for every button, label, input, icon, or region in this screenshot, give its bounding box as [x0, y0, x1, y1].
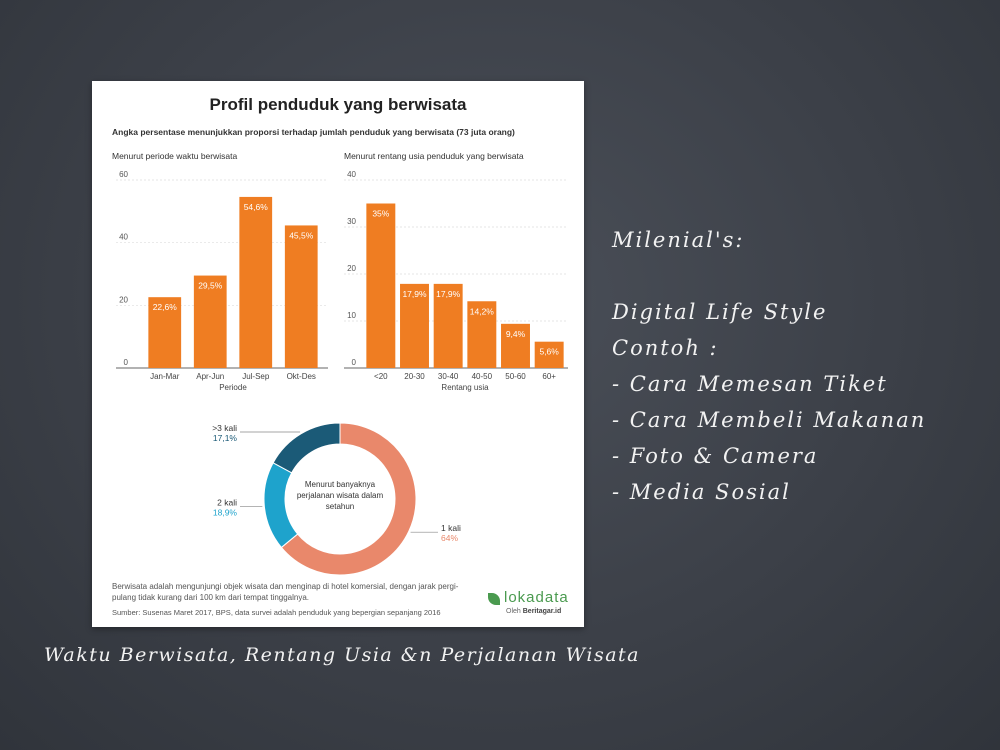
- infographic-subtitle: Angka persentase menunjukkan proporsi te…: [112, 127, 515, 137]
- age-chart-category-label: <20: [374, 372, 388, 381]
- age-chart-category-label: 60+: [542, 372, 556, 381]
- period-chart-category-label: Okt-Des: [287, 372, 316, 381]
- age-chart-bar: [534, 341, 564, 368]
- age-chart-bar: [366, 203, 396, 368]
- chart-age-title: Menurut rentang usia penduduk yang berwi…: [344, 151, 524, 161]
- logo-by-prefix: Oleh: [506, 608, 521, 615]
- note-line-5: - Cara Memesan Tiket: [612, 372, 888, 396]
- note-line-7: - Foto & Camera: [612, 444, 819, 468]
- period-chart-ytick-label: 20: [119, 295, 128, 304]
- period-chart-ytick-label: 60: [119, 170, 128, 179]
- age-chart-value-label: 5,6%: [539, 347, 559, 357]
- logo-name: lokadata: [504, 589, 569, 606]
- age-chart-value-label: 35%: [372, 209, 389, 219]
- note-line-8: - Media Sosial: [612, 480, 791, 504]
- period-chart-value-label: 54,6%: [244, 202, 269, 212]
- note-line-6: - Cara Membeli Makanan: [612, 408, 927, 432]
- donut-category-label: 1 kali: [441, 523, 461, 533]
- period-chart-ytick-label: 40: [119, 233, 128, 242]
- age-chart-category-label: 40-50: [472, 372, 493, 381]
- leaf-icon: [488, 593, 500, 605]
- age-chart-ytick-label: 10: [347, 311, 356, 320]
- age-chart-bar: [400, 283, 429, 368]
- age-chart-ytick-label: 30: [347, 217, 356, 226]
- age-chart-category-label: 20-30: [404, 372, 425, 381]
- donut-slice: [272, 422, 341, 474]
- chart-period-title: Menurut periode waktu berwisata: [112, 151, 238, 161]
- age-chart-ytick-label: 0: [352, 358, 357, 367]
- period-chart-ytick-label: 0: [124, 358, 129, 367]
- note-line-2: [612, 258, 926, 294]
- period-chart-value-label: 45,5%: [289, 230, 314, 240]
- donut-value-label: 17,1%: [213, 433, 238, 443]
- note-line-1: Milenial's:: [612, 228, 745, 252]
- donut-slice: [263, 462, 299, 549]
- donut-slice: [280, 422, 417, 576]
- age-chart-x-axis-label: Rentang usia: [441, 383, 489, 392]
- donut-category-label: >3 kali: [212, 423, 237, 433]
- slide-notes: Milenial's: Digital Life Style Contoh : …: [612, 222, 926, 510]
- age-chart-ytick-label: 40: [347, 170, 356, 179]
- age-chart-value-label: 9,4%: [506, 329, 526, 339]
- period-chart-x-axis-label: Periode: [219, 383, 247, 392]
- donut-value-label: 18,9%: [213, 508, 238, 518]
- period-chart-bar: [148, 297, 182, 368]
- note-line-4: Contoh :: [612, 336, 719, 360]
- period-chart-value-label: 22,6%: [153, 302, 178, 312]
- period-chart-category-label: Jul-Sep: [242, 372, 270, 381]
- age-chart-bar: [501, 323, 530, 368]
- source-note: Sumber: Susenas Maret 2017, BPS, data su…: [112, 608, 441, 617]
- age-chart-category-label: 30-40: [438, 372, 459, 381]
- period-chart-category-label: Jan-Mar: [150, 372, 180, 381]
- logo-byline: Oleh Beritagar.id: [506, 608, 561, 615]
- age-chart-category-label: 50-60: [505, 372, 526, 381]
- period-chart-bar: [239, 196, 273, 368]
- definition-note: Berwisata adalah mengunjungi objek wisat…: [112, 582, 459, 602]
- charts-canvas: 0 20 40 60 22,6% Jan-Mar 29,5% Apr-Jun 54,6% Jul-…: [116, 170, 568, 576]
- period-chart-bar: [193, 275, 227, 368]
- age-chart-bar: [433, 283, 463, 368]
- age-chart-bar: [467, 301, 497, 368]
- donut-category-label: 2 kali: [217, 498, 237, 508]
- age-chart-value-label: 14,2%: [470, 306, 495, 316]
- infographic-title: Profil penduduk yang berwisata: [209, 95, 467, 114]
- donut-center-title: Menurut banyaknya: [305, 480, 376, 489]
- period-chart-value-label: 29,5%: [198, 281, 223, 291]
- age-chart-value-label: 17,9%: [402, 289, 427, 299]
- donut-value-label: 64%: [441, 533, 458, 543]
- note-line-3: Digital Life Style: [612, 300, 828, 324]
- period-chart-bar: [284, 225, 318, 368]
- age-chart-value-label: 17,9%: [436, 289, 461, 299]
- period-chart-category-label: Apr-Jun: [196, 372, 224, 381]
- age-chart-ytick-label: 20: [347, 264, 356, 273]
- donut-center-title: perjalanan wisata dalam: [297, 491, 384, 500]
- donut-center-title: setahun: [326, 502, 354, 511]
- logo-by: Beritagar.id: [522, 608, 562, 615]
- lokadata-logo: lokadata Oleh Beritagar.id: [488, 589, 578, 621]
- slide-caption: Waktu Berwisata, Rentang Usia &n Perjala…: [44, 644, 640, 666]
- infographic-card: Profil penduduk yang berwisata Angka per…: [92, 81, 584, 627]
